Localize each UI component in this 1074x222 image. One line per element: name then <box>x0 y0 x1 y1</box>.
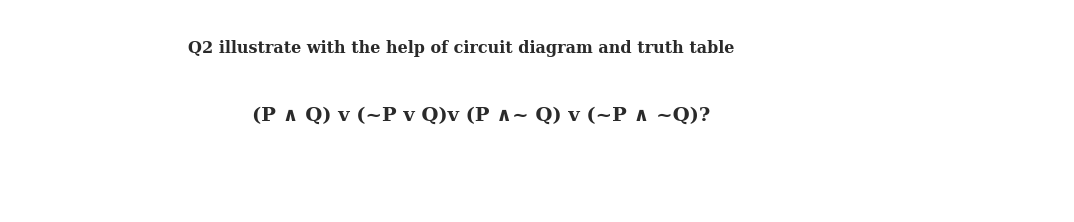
Text: (P ∧ Q) v (~P v Q)v (P ∧~ Q) v (~P ∧ ~Q)?: (P ∧ Q) v (~P v Q)v (P ∧~ Q) v (~P ∧ ~Q)… <box>252 107 711 125</box>
Text: Q2 illustrate with the help of circuit diagram and truth table: Q2 illustrate with the help of circuit d… <box>188 40 735 57</box>
